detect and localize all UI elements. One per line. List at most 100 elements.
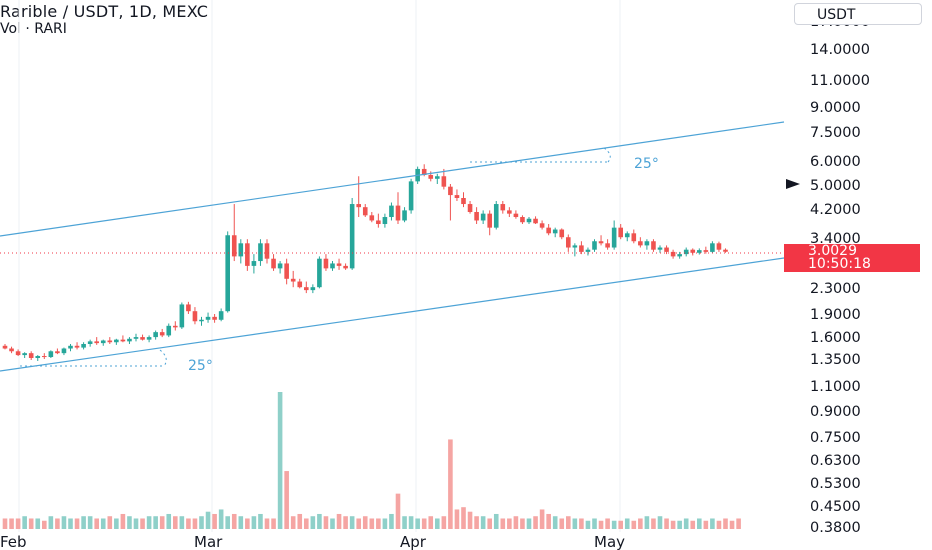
- candle-body: [251, 261, 257, 266]
- candle-body: [474, 212, 479, 221]
- bar-countdown: 10:50:18: [808, 256, 871, 272]
- volume-bar: [336, 513, 342, 529]
- volume-bar: [186, 518, 191, 529]
- price-tick-label: 0.5300: [810, 476, 861, 492]
- candle-body: [264, 243, 270, 259]
- price-tick-label: 0.7500: [810, 430, 861, 446]
- candle-body: [323, 258, 329, 269]
- candle-body: [566, 237, 571, 248]
- volume-bar: [520, 518, 525, 529]
- candle-body: [638, 241, 643, 246]
- candle-body: [245, 243, 250, 266]
- candle-body: [120, 339, 126, 342]
- candle-body: [166, 325, 172, 336]
- volume-bar: [100, 518, 106, 529]
- candle-body: [100, 340, 106, 344]
- volume-bar: [638, 518, 643, 529]
- candle-body: [421, 168, 427, 176]
- volume-bar: [421, 518, 427, 529]
- volume-bar: [74, 518, 80, 529]
- volume-bar: [539, 509, 545, 529]
- volume-bar: [258, 513, 263, 529]
- candle-body: [631, 233, 637, 242]
- candle-body: [677, 254, 682, 257]
- candle-body: [231, 235, 237, 257]
- candle-body: [74, 345, 80, 348]
- volume-bar: [238, 516, 244, 529]
- channel-angle-label: 25°: [188, 358, 213, 374]
- candle-body: [173, 325, 178, 328]
- price-tick-label: 4.2000: [810, 202, 861, 218]
- chart-header: Rarible / USDT, 1D, MEXC Vol · RARI: [0, 2, 208, 37]
- volume-bar: [723, 518, 728, 529]
- volume-bar: [441, 516, 447, 529]
- volume-bar: [343, 516, 348, 529]
- candle-body: [2, 345, 8, 349]
- candle-body: [657, 247, 663, 250]
- volume-bar: [9, 518, 14, 529]
- symbol-title: Rarible / USDT, 1D, MEXC: [0, 2, 209, 21]
- candle-body: [441, 176, 447, 187]
- price-tick-label: 11.0000: [810, 73, 870, 89]
- volume-bar: [192, 518, 198, 529]
- candle-body: [559, 229, 565, 238]
- volume-bar: [592, 518, 597, 529]
- volume-bar: [507, 518, 512, 529]
- volume-bar: [369, 518, 375, 529]
- candle-body: [435, 176, 440, 179]
- volume-bar: [297, 513, 303, 529]
- candle-body: [683, 249, 689, 255]
- volume-bar: [677, 520, 682, 529]
- candle-body: [277, 263, 283, 269]
- candle-body: [205, 316, 211, 320]
- candle-body: [61, 348, 67, 354]
- candle-body: [48, 351, 54, 358]
- volume-bar: [22, 516, 27, 529]
- volume-bars: [2, 392, 741, 529]
- volume-bar: [277, 392, 283, 529]
- volume-bar: [729, 520, 735, 529]
- candle-body: [539, 223, 545, 228]
- volume-bar: [546, 513, 551, 529]
- volume-bar: [408, 516, 414, 529]
- candle-body: [670, 251, 676, 257]
- candle-body: [199, 319, 204, 322]
- candle-body: [258, 243, 263, 262]
- candle-body: [716, 243, 722, 250]
- candle-body: [140, 337, 145, 340]
- candle-body: [461, 198, 466, 205]
- price-tick-label: 5.0000: [810, 178, 861, 194]
- volume-bar: [710, 518, 715, 529]
- volume-bar: [218, 509, 224, 529]
- candle-body: [159, 332, 165, 336]
- volume-bar: [15, 518, 21, 529]
- volume-bar: [225, 516, 230, 529]
- price-tick-label: 0.9000: [810, 404, 861, 420]
- volume-bar: [251, 516, 257, 529]
- candle-body: [500, 204, 506, 211]
- volume-bar: [140, 518, 145, 529]
- volume-bar: [330, 518, 335, 529]
- price-tick-label: 0.6300: [810, 453, 861, 469]
- currency-button[interactable]: USDT: [794, 3, 922, 25]
- volume-bar: [697, 518, 702, 529]
- volume-bar: [716, 520, 722, 529]
- candle-body: [585, 249, 591, 252]
- candle-body: [507, 210, 512, 214]
- volume-bar: [107, 516, 113, 529]
- candle-body: [317, 258, 322, 288]
- volume-bar: [474, 516, 479, 529]
- time-tick-label: Feb: [0, 533, 27, 550]
- candle-body: [179, 304, 185, 328]
- candle-body: [697, 250, 702, 253]
- volume-bar: [566, 516, 571, 529]
- time-tick-label: Mar: [194, 533, 223, 550]
- volume-bar: [703, 520, 709, 529]
- candle-body: [304, 287, 309, 291]
- volume-bar: [454, 509, 460, 529]
- volume-bar: [120, 513, 126, 529]
- volume-bar: [526, 518, 532, 529]
- volume-bar: [114, 518, 119, 529]
- candle-body: [297, 281, 303, 288]
